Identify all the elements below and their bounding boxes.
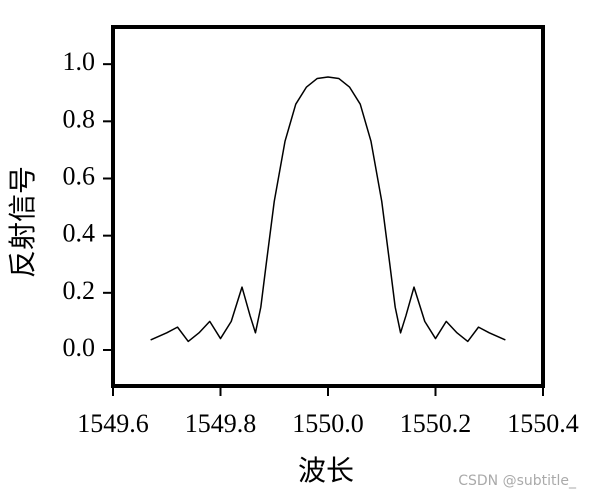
x-tick-label: 1549.8 [185, 409, 257, 438]
y-tick-label: 0.2 [63, 276, 96, 305]
y-tick-label: 1.0 [63, 47, 96, 76]
y-tick-label: 0.8 [63, 104, 96, 133]
y-tick-label: 0.0 [63, 333, 96, 362]
y-tick-label: 0.6 [63, 161, 96, 190]
x-tick-label: 1550.4 [507, 409, 579, 438]
x-tick-label: 1550.2 [400, 409, 472, 438]
plot-frame [111, 25, 545, 388]
x-axis-label: 波长 [298, 454, 354, 487]
x-tick-label: 1549.6 [77, 409, 149, 438]
y-axis-label: 反射信号 [6, 166, 39, 278]
watermark: CSDN @subtitle_ [458, 473, 577, 489]
x-tick-label: 1550.0 [292, 409, 364, 438]
line [150, 76, 506, 343]
y-tick-label: 0.4 [63, 219, 96, 248]
